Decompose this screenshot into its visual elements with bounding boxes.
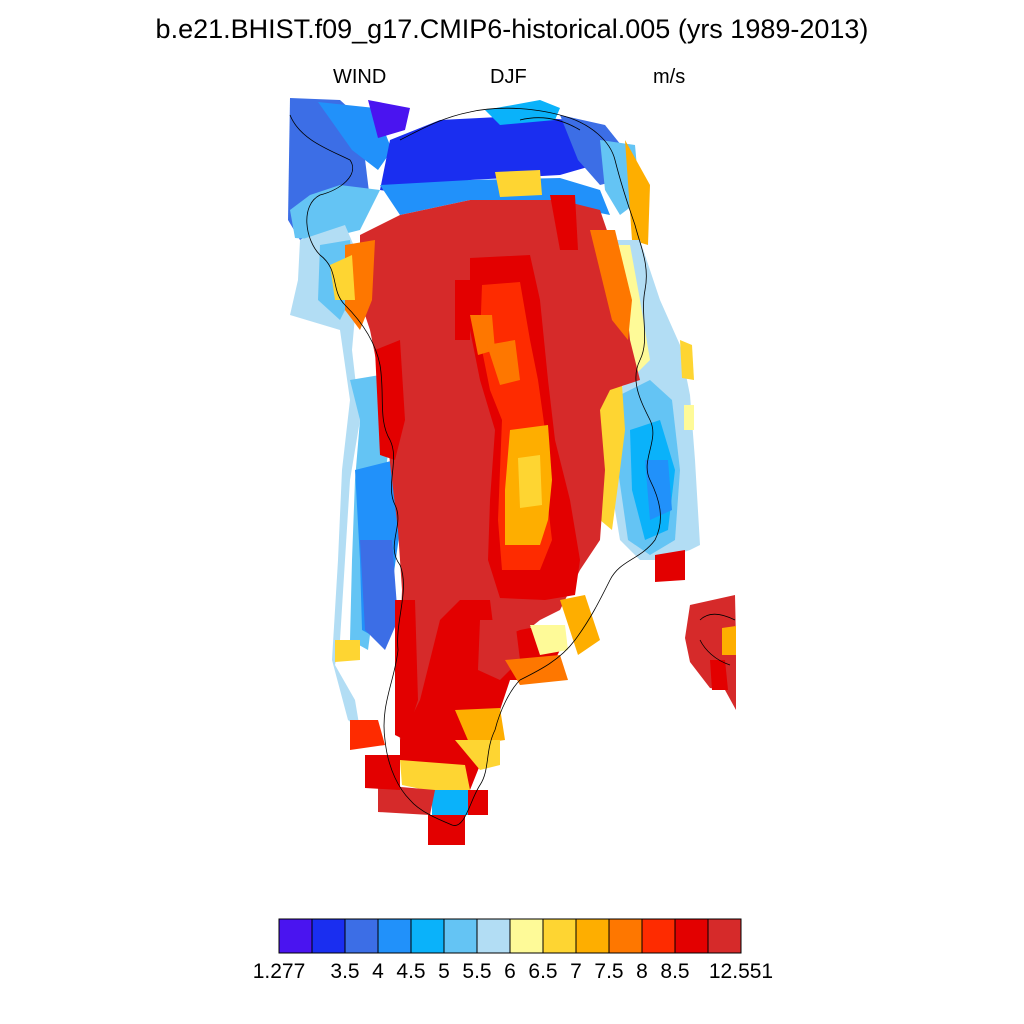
colorbar-swatch <box>476 918 511 954</box>
colorbar-tick-label: 3.5 <box>330 960 360 983</box>
colorbar-tick-label: 6 <box>504 960 516 983</box>
colorbar-swatch <box>641 918 676 954</box>
colorbar-tick-label: 5.5 <box>462 960 492 983</box>
colorbar-swatch <box>707 918 742 954</box>
colorbar-swatch <box>674 918 709 954</box>
colorbar-swatch <box>509 918 544 954</box>
colorbar-swatch <box>410 918 445 954</box>
colorbar-tick-label: 4.5 <box>396 960 426 983</box>
colorbar-swatch <box>608 918 643 954</box>
colorbar-swatch <box>443 918 478 954</box>
colorbar-tick-label: 12.551 <box>708 960 774 983</box>
iceland <box>685 595 736 710</box>
southern-tip <box>365 595 600 845</box>
central-ridge <box>455 255 580 600</box>
colorbar-swatch <box>311 918 346 954</box>
colorbar-swatch <box>278 918 313 954</box>
coastline <box>289 107 736 826</box>
wind-map <box>288 98 736 845</box>
colorbar-tick-label: 1.277 <box>252 960 306 983</box>
colorbar-tick-label: 6.5 <box>528 960 558 983</box>
plot-title: b.e21.BHIST.f09_g17.CMIP6-historical.005… <box>155 14 869 44</box>
colorbar-tick-label: 7.5 <box>594 960 624 983</box>
colorbar-tick-label: 8 <box>636 960 648 983</box>
arctic-ocean-band <box>288 98 650 245</box>
colorbar-tick-label: 7 <box>570 960 582 983</box>
colorbar-tick-label: 8.5 <box>660 960 690 983</box>
colorbar-tick-label: 5 <box>438 960 450 983</box>
variable-label: WIND <box>333 66 387 88</box>
season-label: DJF <box>490 66 527 88</box>
colorbar <box>278 918 742 954</box>
colorbar-swatch <box>377 918 412 954</box>
colorbar-swatch <box>542 918 577 954</box>
units-label: m/s <box>653 66 686 88</box>
colorbar-swatch <box>575 918 610 954</box>
east-coast-margin <box>600 240 700 582</box>
colorbar-swatch <box>344 918 379 954</box>
colorbar-tick-label: 4 <box>372 960 384 983</box>
